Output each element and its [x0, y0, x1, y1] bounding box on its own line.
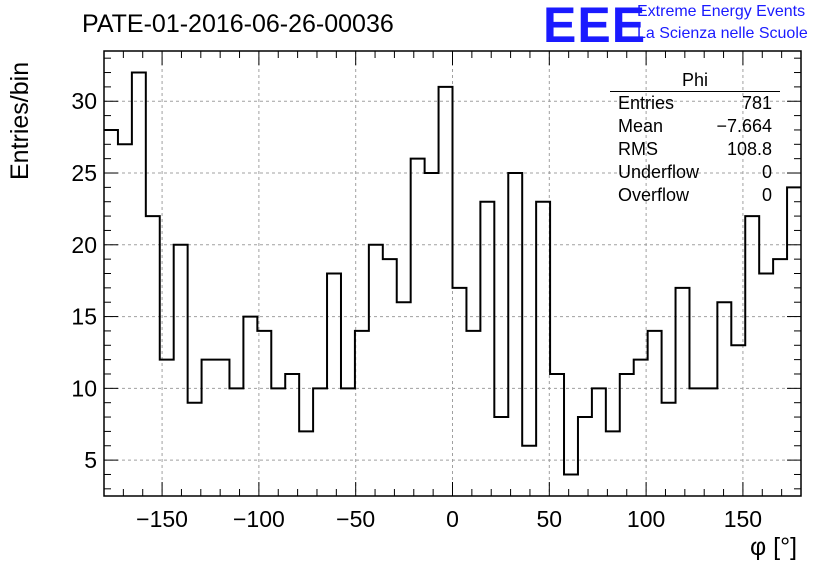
- logo-caption-line1: Extreme Energy Events: [637, 3, 806, 20]
- stats-box: Phi Entries 781 Mean −7.664 RMS 108.8 Un…: [610, 70, 780, 207]
- stats-value: 108.8: [726, 139, 772, 159]
- y-axis-label: Entries/bin: [6, 61, 34, 180]
- axis-tick-labels: −150 −100 −50 0 50 100 150 5 10 15 20 25 30: [71, 88, 762, 532]
- chart-title: PATE-01-2016-06-26-00036: [82, 10, 394, 38]
- stats-row-overflow: Overflow 0: [610, 184, 780, 207]
- x-tick-label: 150: [724, 506, 762, 532]
- x-tick-label: 100: [627, 506, 665, 532]
- stats-value: 0: [761, 162, 772, 182]
- logo-caption-line2: La Scienza nelle Scuole: [637, 25, 808, 42]
- x-tick-label: −100: [233, 506, 285, 532]
- stats-row-mean: Mean −7.664: [610, 115, 780, 138]
- y-tick-label: 25: [71, 160, 97, 186]
- stats-row-underflow: Underflow 0: [610, 161, 780, 184]
- stats-row-entries: Entries 781: [610, 92, 780, 115]
- histogram-step-line: [104, 71, 801, 476]
- x-tick-label: −50: [336, 506, 375, 532]
- stats-value: −7.664: [716, 116, 772, 136]
- y-tick-label: 20: [71, 232, 97, 258]
- y-tick-label: 15: [71, 304, 97, 330]
- y-tick-label: 10: [71, 375, 97, 401]
- stats-value: 781: [741, 93, 772, 113]
- stats-box-title: Phi: [610, 70, 780, 92]
- x-tick-label: 50: [537, 506, 563, 532]
- y-tick-label: 30: [71, 88, 97, 114]
- eee-logo: EEE: [543, 0, 647, 53]
- axis-ticks: [103, 51, 802, 496]
- stats-label: RMS: [618, 139, 658, 159]
- x-tick-label: 0: [446, 506, 459, 532]
- x-tick-label: −150: [136, 506, 188, 532]
- y-tick-label: 5: [84, 447, 97, 473]
- x-axis-label: φ [°]: [750, 533, 798, 561]
- stats-row-rms: RMS 108.8: [610, 138, 780, 161]
- stats-label: Overflow: [618, 185, 690, 205]
- stats-label: Mean: [618, 116, 664, 136]
- stats-label: Underflow: [618, 162, 700, 182]
- stats-label: Entries: [618, 93, 675, 113]
- stats-value: 0: [761, 185, 772, 205]
